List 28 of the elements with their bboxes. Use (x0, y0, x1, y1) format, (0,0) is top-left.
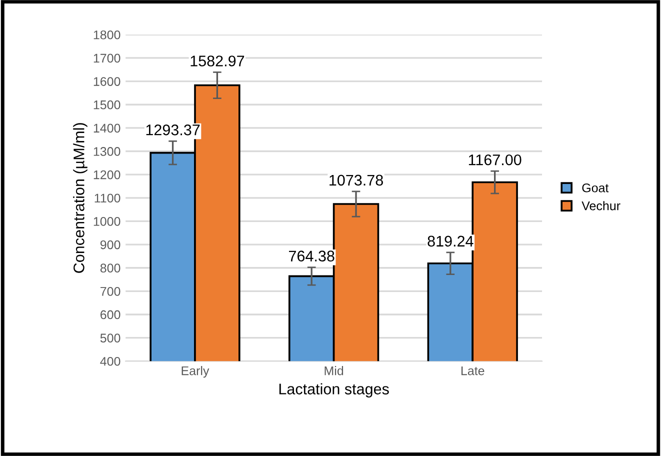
y-tick-label: 1600 (94, 77, 120, 86)
data-label: 1582.97 (190, 56, 244, 66)
y-tick-label: 500 (100, 334, 120, 342)
y-tick-label: 600 (100, 310, 120, 320)
y-tick-label: 1400 (94, 124, 120, 133)
y-tick-label: 400 (100, 356, 120, 366)
x-axis-title: Lactation stages (279, 383, 389, 398)
data-label: 1167.00 (468, 154, 522, 166)
y-tick-label: 1800 (94, 30, 120, 40)
y-tick-label: 1300 (94, 147, 120, 156)
y-tick-label: 1500 (94, 100, 120, 110)
y-tick-label: 1200 (94, 170, 120, 180)
y-tick-label: 1700 (94, 54, 120, 63)
data-label: 819.24 (428, 236, 474, 247)
y-tick-label: 700 (100, 286, 120, 296)
legend-label: Goat (582, 183, 609, 192)
data-label: 1073.78 (330, 174, 383, 186)
x-tick-label: Late (461, 366, 484, 376)
y-tick-label: 900 (100, 240, 120, 250)
x-tick-label: Early (182, 366, 210, 378)
data-label: 764.38 (289, 250, 334, 262)
y-tick-label: 800 (100, 264, 120, 273)
y-tick-label: 1100 (94, 194, 120, 203)
data-label: 1293.37 (146, 124, 200, 136)
y-tick-label: 1000 (94, 217, 120, 226)
x-tick-label: Mid (324, 366, 344, 376)
y-axis-title: Concentration (µM/ml) (73, 123, 88, 273)
legend-label: Vechur (582, 201, 620, 210)
